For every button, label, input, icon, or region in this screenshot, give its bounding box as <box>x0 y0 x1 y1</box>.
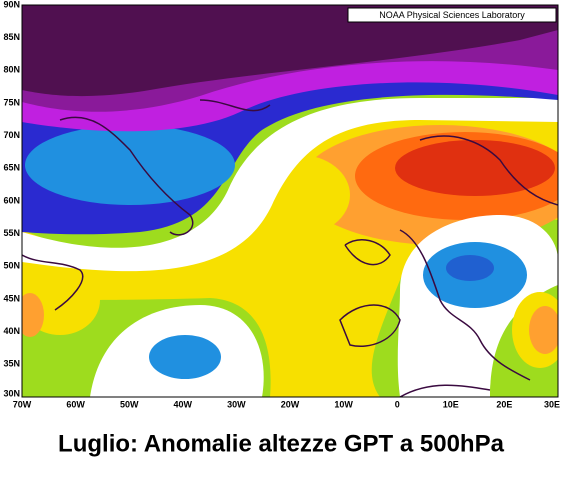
lat-label: 80N <box>3 65 20 75</box>
lon-label: 30W <box>227 399 246 409</box>
lon-label: 20E <box>496 399 512 409</box>
anomaly-map <box>22 5 558 397</box>
lat-label: 30N <box>3 388 20 398</box>
map-frame <box>21 4 559 398</box>
attribution: NOAA Physical Sciences Laboratory <box>379 10 525 20</box>
lon-label: 70W <box>13 399 32 409</box>
lon-label: 20W <box>281 399 300 409</box>
lon-label: 50W <box>120 399 139 409</box>
lat-label: 40N <box>3 326 20 336</box>
lon-label: 10E <box>443 399 459 409</box>
lat-label: 85N <box>3 32 20 42</box>
lat-label: 70N <box>3 130 20 140</box>
lon-label: 40W <box>174 399 193 409</box>
lat-label: 50N <box>3 261 20 271</box>
lat-labels: 90N 85N 80N 75N 70N 65N 60N 55N 50N 45N 40N 35N 30N <box>3 0 20 398</box>
lon-label: 30E <box>544 399 560 409</box>
coastlines <box>22 99 558 397</box>
lat-label: 90N <box>3 0 20 9</box>
lon-label: 60W <box>66 399 85 409</box>
lat-label: 65N <box>3 163 20 173</box>
lat-label: 75N <box>3 97 20 107</box>
attribution-box <box>347 7 557 23</box>
caption: Luglio: Anomalie altezze GPT a 500hPa <box>58 430 505 457</box>
lat-label: 60N <box>3 195 20 205</box>
lat-label: 35N <box>3 359 20 369</box>
lat-label: 55N <box>3 228 20 238</box>
lon-label: 0 <box>395 399 400 409</box>
lon-label: 10W <box>334 399 353 409</box>
lon-labels: 70W 60W 50W 40W 30W 20W 10W 0 10E 20E 30E <box>13 399 560 409</box>
lat-label: 45N <box>3 293 20 303</box>
